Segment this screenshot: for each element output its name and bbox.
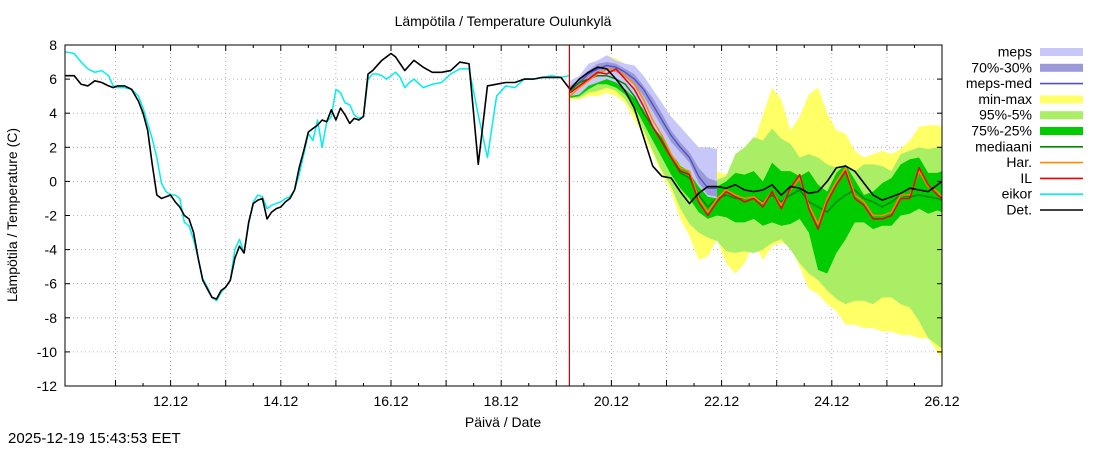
legend: meps70%-30%meps-medmin-max95%-5%75%-25%m… bbox=[966, 44, 1083, 218]
x-tick-label: 16.12 bbox=[373, 393, 408, 409]
y-tick-label: -8 bbox=[45, 310, 58, 326]
legend-label-det: Det. bbox=[1006, 202, 1032, 218]
series-lines bbox=[64, 51, 943, 302]
x-tick-label: 24.12 bbox=[814, 393, 849, 409]
legend-label-p75: 75%-25% bbox=[971, 123, 1032, 139]
y-tick-label: -10 bbox=[37, 344, 57, 360]
legend-swatch-meps70 bbox=[1040, 63, 1083, 72]
eikor-line bbox=[64, 51, 570, 302]
x-tick-label: 20.12 bbox=[594, 393, 629, 409]
timestamp: 2025-12-19 15:43:53 EET bbox=[8, 430, 181, 447]
75-25-band bbox=[570, 68, 942, 274]
legend-label-har: Har. bbox=[1006, 154, 1032, 170]
y-tick-label: -4 bbox=[45, 242, 58, 258]
axis-ticks: 8 6 4 2 0 -2 -4 -6 -8 -10 -12 12.12 14.12 16.12 18.12 2… bbox=[37, 37, 960, 409]
y-tick-label: -6 bbox=[45, 276, 58, 292]
legend-label-eikor: eikor bbox=[1002, 186, 1033, 202]
legend-swatch-meps bbox=[1040, 48, 1083, 56]
x-tick-label: 26.12 bbox=[924, 393, 959, 409]
legend-label-meps: meps bbox=[998, 44, 1032, 60]
det-line bbox=[65, 52, 943, 300]
x-tick-label: 18.12 bbox=[484, 393, 519, 409]
x-axis-label: Päivä / Date bbox=[465, 414, 541, 430]
legend-label-mepsmed: meps-med bbox=[966, 75, 1032, 91]
x-tick-label: 12.12 bbox=[153, 393, 188, 409]
y-tick-label: 0 bbox=[49, 173, 57, 189]
meps-med-line bbox=[569, 64, 718, 189]
bands bbox=[570, 55, 942, 359]
y-tick-label: -12 bbox=[37, 378, 57, 394]
y-tick-label: 2 bbox=[49, 139, 57, 155]
chart-title: Lämpötila / Temperature Oulunkylä bbox=[395, 13, 612, 29]
y-tick-label: -2 bbox=[45, 208, 58, 224]
y-tick-label: 8 bbox=[49, 37, 57, 53]
har-line bbox=[569, 68, 943, 225]
legend-swatch-minmax bbox=[1040, 95, 1083, 104]
legend-label-meps70: 70%-30% bbox=[971, 59, 1032, 75]
il-line bbox=[569, 68, 943, 230]
x-tick-label: 22.12 bbox=[704, 393, 739, 409]
y-tick-label: 4 bbox=[49, 105, 57, 121]
legend-label-il: IL bbox=[1020, 170, 1032, 186]
legend-label-p95: 95%-5% bbox=[979, 107, 1032, 123]
x-tick-label: 14.12 bbox=[263, 393, 298, 409]
y-axis-label: Lämpötila / Temperature (C) bbox=[4, 128, 20, 302]
legend-swatch-p95 bbox=[1040, 111, 1083, 120]
meps-band bbox=[570, 55, 718, 199]
y-tick-label: 6 bbox=[49, 71, 57, 87]
legend-label-minmax: min-max bbox=[978, 91, 1032, 107]
legend-swatch-p75 bbox=[1040, 127, 1083, 135]
legend-label-median: mediaani bbox=[975, 138, 1032, 154]
